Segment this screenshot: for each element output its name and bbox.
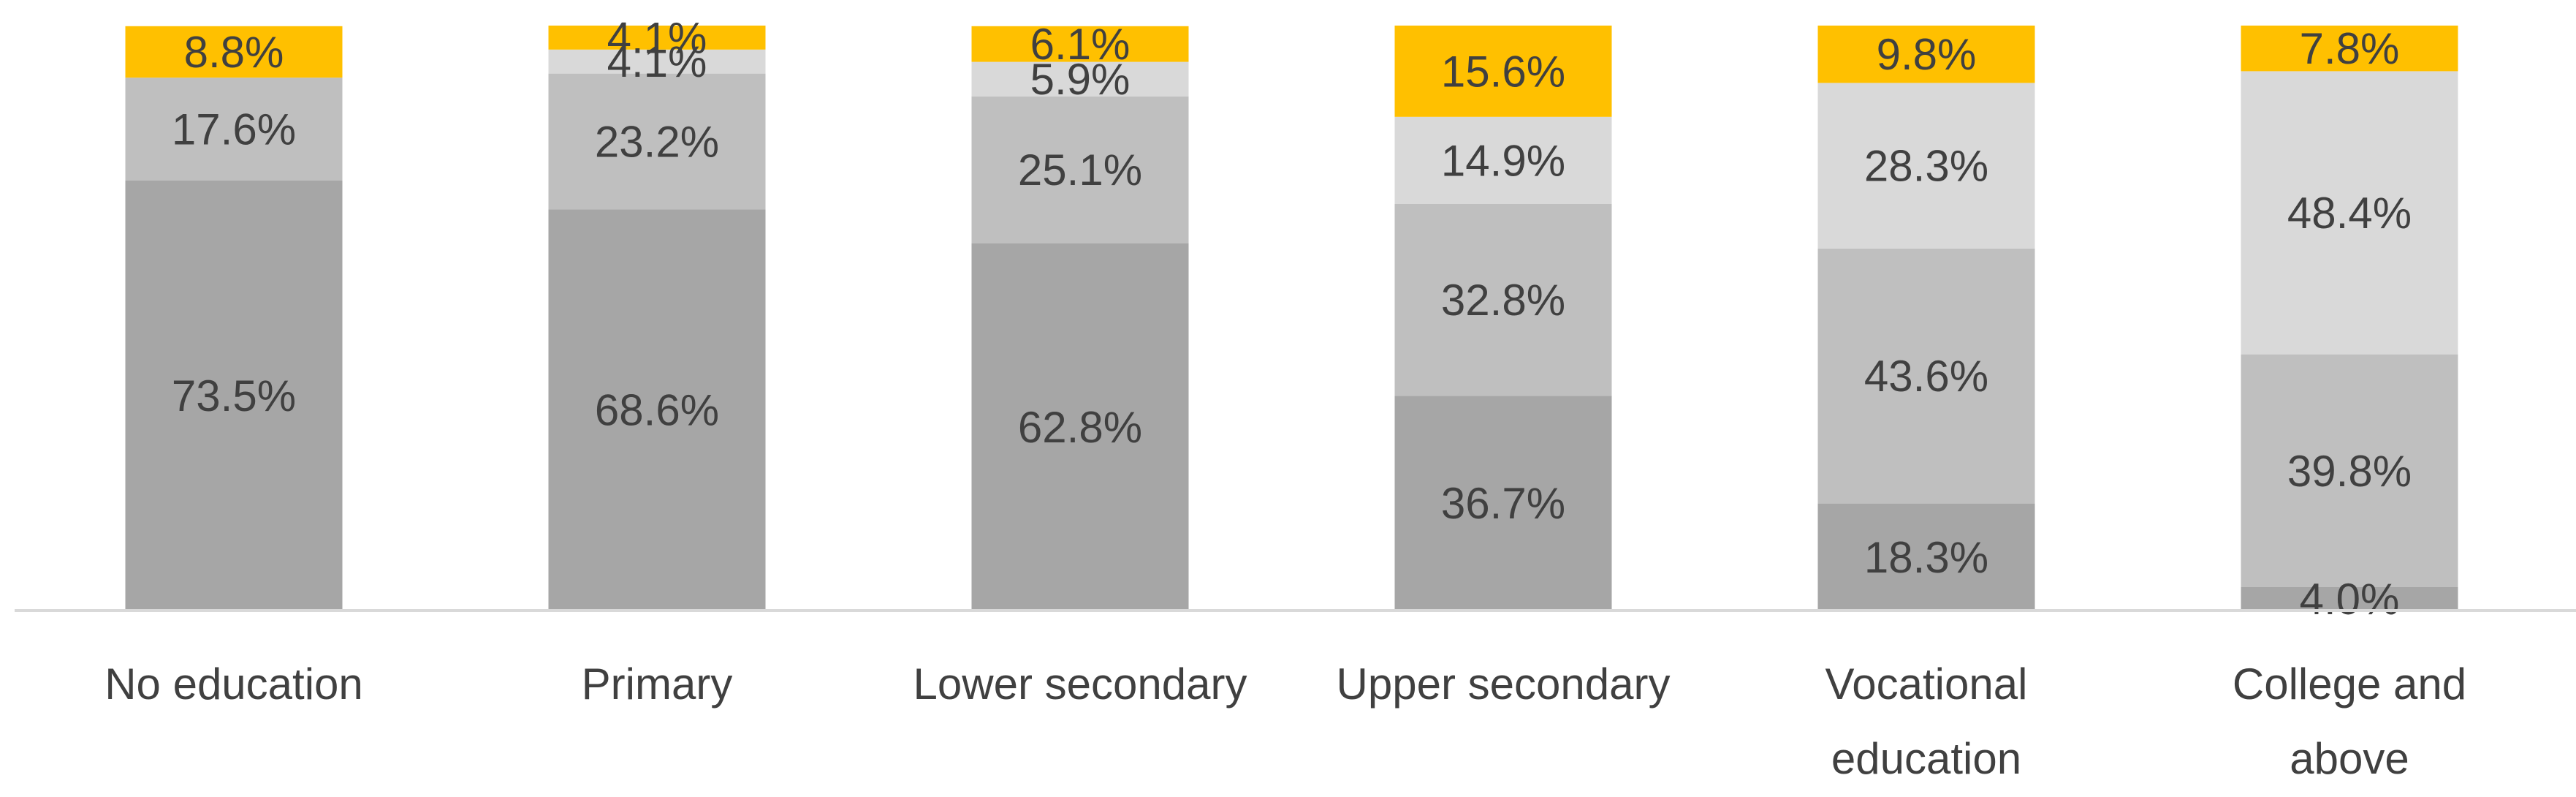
data-label-college-and-above-s2: 39.8% [2287,447,2412,496]
data-label-lower-secondary-s4: 6.1% [1030,20,1131,69]
data-label-primary-s3: 4.1% [607,37,707,86]
category-label-college-and-above-line1: College and [2233,660,2466,709]
bar-upper-secondary-s2 [1394,204,1612,396]
data-label-primary-s4: 4.1% [607,13,707,62]
bar-primary-s3 [548,49,766,74]
bar-vocational-education-s3 [1817,83,2035,249]
data-label-lower-secondary-s1: 62.8% [1018,403,1142,452]
bar-vocational-education-s4 [1817,26,2035,83]
bar-lower-secondary-s4 [971,26,1189,62]
category-label-no-education: No education [105,660,363,709]
bar-lower-secondary-s3 [971,61,1189,97]
data-label-upper-secondary-s3: 14.9% [1441,136,1565,185]
bar-primary-s2 [548,73,766,210]
bar-college-and-above-s4 [2241,26,2458,72]
bar-lower-secondary-s2 [971,96,1189,243]
category-label-primary: Primary [582,660,733,709]
bar-no-education-s2 [125,78,343,181]
bar-college-and-above-s2 [2241,354,2458,587]
data-label-upper-secondary-s4: 15.6% [1441,47,1565,96]
bar-no-education-s4 [125,26,343,78]
bar-college-and-above-s1 [2241,587,2458,611]
bar-upper-secondary-s3 [1394,116,1612,204]
data-label-primary-s2: 23.2% [595,117,719,166]
bar-upper-secondary-s4 [1394,26,1612,117]
data-label-college-and-above-s4: 7.8% [2300,24,2400,73]
bar-vocational-education-s1 [1817,503,2035,611]
bar-upper-secondary-s1 [1394,396,1612,611]
category-label-vocational-education-line2: education [1831,734,2021,783]
data-label-no-education-s2: 17.6% [172,105,296,154]
data-label-lower-secondary-s2: 25.1% [1018,146,1142,194]
data-label-vocational-education-s4: 9.8% [1877,30,1977,79]
data-label-upper-secondary-s1: 36.7% [1441,479,1565,528]
bar-primary-s1 [548,209,766,611]
data-label-college-and-above-s1: 4.0% [2300,575,2400,624]
bar-no-education-s1 [125,181,343,611]
data-label-primary-s1: 68.6% [595,386,719,435]
data-label-no-education-s4: 8.8% [184,28,284,77]
category-label-lower-secondary: Lower secondary [913,660,1247,709]
data-label-upper-secondary-s2: 32.8% [1441,276,1565,325]
plot-area: 73.5% 17.6% 8.8% 68.6% 23.2% 4.1%4.1% 62.8% 25.… [125,13,2458,624]
data-label-vocational-education-s2: 43.6% [1864,352,1988,401]
data-label-vocational-education-s3: 28.3% [1864,142,1988,191]
bar-vocational-education-s2 [1817,248,2035,504]
category-label-college-and-above-line2: above [2290,734,2409,783]
category-label-vocational-education-line1: Vocational [1825,660,2028,709]
bar-lower-secondary-s1 [971,243,1189,611]
category-axis-labels: No education Primary Lower secondary Upper … [105,660,2466,783]
bar-college-and-above-s3 [2241,71,2458,355]
bar-primary-s4 [548,26,766,50]
data-label-college-and-above-s3: 48.4% [2287,189,2412,238]
data-label-vocational-education-s1: 18.3% [1864,533,1988,582]
data-label-lower-secondary-s3: 5.9% [1030,55,1131,104]
data-label-no-education-s1: 73.5% [172,371,296,420]
category-label-upper-secondary: Upper secondary [1337,660,1671,709]
